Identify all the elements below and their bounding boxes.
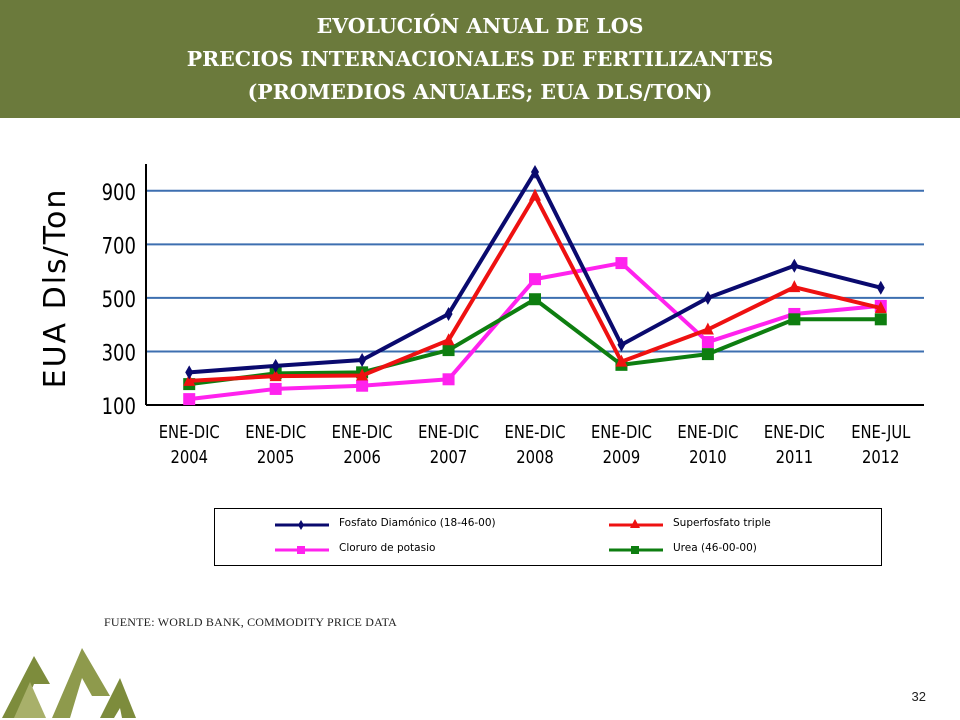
legend-swatch-icon [609, 519, 663, 528]
data-point [185, 365, 194, 380]
x-tick-label: ENE-DIC [677, 422, 738, 443]
y-tick-label: 900 [102, 179, 136, 205]
page-number: 32 [911, 689, 926, 704]
source-note: FUENTE: WORLD BANK, COMMODITY PRICE DATA [104, 615, 398, 629]
data-point [183, 373, 196, 386]
y-tick-label: 100 [102, 393, 136, 419]
data-point [788, 280, 801, 293]
data-point [874, 313, 887, 326]
data-point [874, 301, 887, 314]
data-point [356, 368, 369, 381]
data-point [615, 354, 628, 367]
legend-label: Fosfato Diamónico (18-46-00) [339, 517, 496, 529]
line-chart: 100 300 500 700 900 ENE-DIC 2004 ENE-DIC 2005 ENE… [38, 164, 924, 468]
x-tick-label: ENE-JUL [851, 422, 911, 443]
x-tick-label: ENE-DIC [591, 422, 652, 443]
series-line [189, 170, 882, 375]
x-tick-label: ENE-DIC [332, 422, 393, 443]
data-point [529, 273, 541, 286]
x-tick-label: ENE-DIC [764, 422, 825, 443]
x-tick-label: 2011 [776, 447, 814, 468]
title-line-3: (PROMEDIOS ANUALES; EUA DLS/TON) [247, 80, 713, 104]
data-point [615, 257, 628, 270]
data-point [788, 313, 801, 326]
x-tick-label: 2010 [689, 447, 727, 468]
data-point [876, 280, 885, 295]
x-tick-label: 2004 [170, 447, 208, 468]
data-point [271, 358, 280, 373]
organization-logo [2, 648, 136, 718]
data-point [356, 379, 369, 392]
data-point [183, 393, 196, 406]
series-line [189, 193, 882, 383]
data-point [442, 344, 455, 357]
legend-label: Superfosfato triple [673, 517, 771, 529]
data-point [617, 337, 626, 352]
legend-label: Urea (46-00-00) [673, 542, 757, 554]
x-tick-label: 2007 [430, 447, 468, 468]
data-point [701, 336, 714, 349]
data-point [703, 290, 712, 305]
data-point [442, 373, 455, 386]
y-tick-label: 300 [102, 340, 136, 366]
x-tick-label: ENE-DIC [159, 422, 220, 443]
x-tick-label: 2008 [516, 447, 554, 468]
data-point [701, 348, 714, 361]
series-line [188, 297, 881, 387]
x-tick-label: 2005 [257, 447, 295, 468]
x-tick-label: ENE-DIC [505, 422, 566, 443]
chart-legend: Fosfato Diamónico (18-46-00) Superfosfato… [214, 508, 882, 566]
legend-swatch-icon [609, 546, 663, 554]
x-tick-label: 2006 [343, 447, 381, 468]
x-tick-label: 2009 [603, 447, 641, 468]
x-tick-label: ENE-DIC [245, 422, 306, 443]
y-axis-label: EUA Dls/Ton [38, 188, 73, 389]
legend-swatch-icon [275, 546, 329, 554]
data-point [531, 165, 539, 180]
y-tick-label: 500 [102, 286, 136, 312]
title-line-2: PRECIOS INTERNACIONALES DE FERTILIZANTES [186, 47, 774, 71]
x-tick-label: ENE-DIC [418, 422, 479, 443]
title-banner: EVOLUCIÓN ANUAL DE LOS PRECIOS INTERNACI… [0, 0, 960, 118]
data-point [701, 322, 714, 335]
data-point [358, 353, 367, 368]
legend-label: Cloruro de potasio [339, 542, 436, 554]
x-tick-label: 2012 [862, 447, 900, 468]
data-point [529, 293, 541, 306]
title-line-1: EVOLUCIÓN ANUAL DE LOS [316, 14, 644, 38]
y-tick-label: 700 [102, 233, 136, 259]
legend-swatch-icon [275, 520, 329, 530]
data-point [790, 258, 799, 273]
data-point [269, 369, 282, 382]
data-point [444, 306, 453, 321]
data-point [269, 382, 282, 395]
data-point [529, 188, 541, 201]
data-point [442, 333, 455, 346]
